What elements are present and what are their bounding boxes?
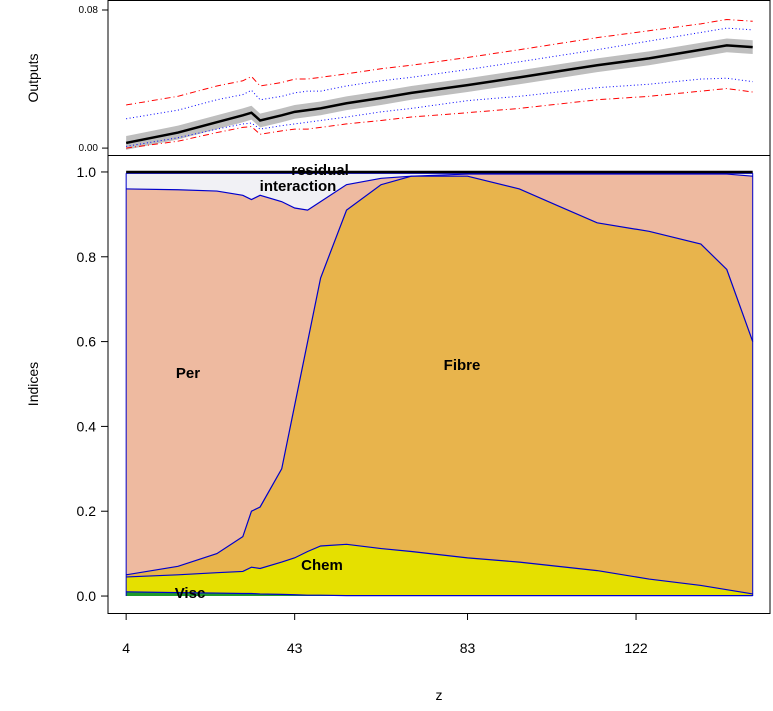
area-label: residual	[291, 162, 349, 179]
y-tick-label: 0.08	[79, 5, 99, 16]
area	[126, 174, 753, 575]
boundary-line	[126, 591, 753, 597]
y-tick-label: 0.8	[77, 249, 97, 265]
panel-frame	[107, 155, 771, 614]
x-tick-label: 4	[122, 640, 130, 656]
x-tick-label: 122	[624, 640, 648, 656]
area	[126, 176, 753, 594]
boundary-line	[126, 173, 753, 211]
bound-line	[126, 88, 753, 149]
bound-line	[126, 27, 753, 120]
area	[126, 591, 753, 597]
y-tick-label: 0.2	[77, 503, 97, 519]
area	[126, 544, 753, 596]
y-tick-label: 0.0	[77, 588, 97, 604]
top-y-axis-label: Outputs	[25, 53, 41, 102]
x-axis-label: z	[436, 687, 443, 703]
y-axis-label: Indices	[25, 362, 41, 406]
y-tick-label: 0.00	[79, 143, 99, 154]
y-tick-label: 0.4	[77, 418, 97, 434]
area	[126, 173, 753, 211]
area-label: Visc	[175, 585, 206, 602]
boundary-line	[126, 543, 753, 595]
area-label: interaction	[260, 178, 337, 195]
bound-line	[126, 19, 753, 106]
y-tick-label: 1.0	[77, 164, 97, 180]
mean-line	[125, 44, 753, 145]
x-tick-label: 43	[287, 640, 303, 656]
boundary-line	[126, 175, 754, 576]
uncertainty-band	[126, 38, 753, 150]
x-tick-label: 83	[460, 640, 476, 656]
area-label: Fibre	[444, 357, 481, 374]
area-label: Per	[176, 365, 200, 382]
panel-frame	[107, 0, 771, 156]
area-label: Chem	[301, 557, 343, 574]
y-tick-label: 0.6	[77, 334, 97, 350]
